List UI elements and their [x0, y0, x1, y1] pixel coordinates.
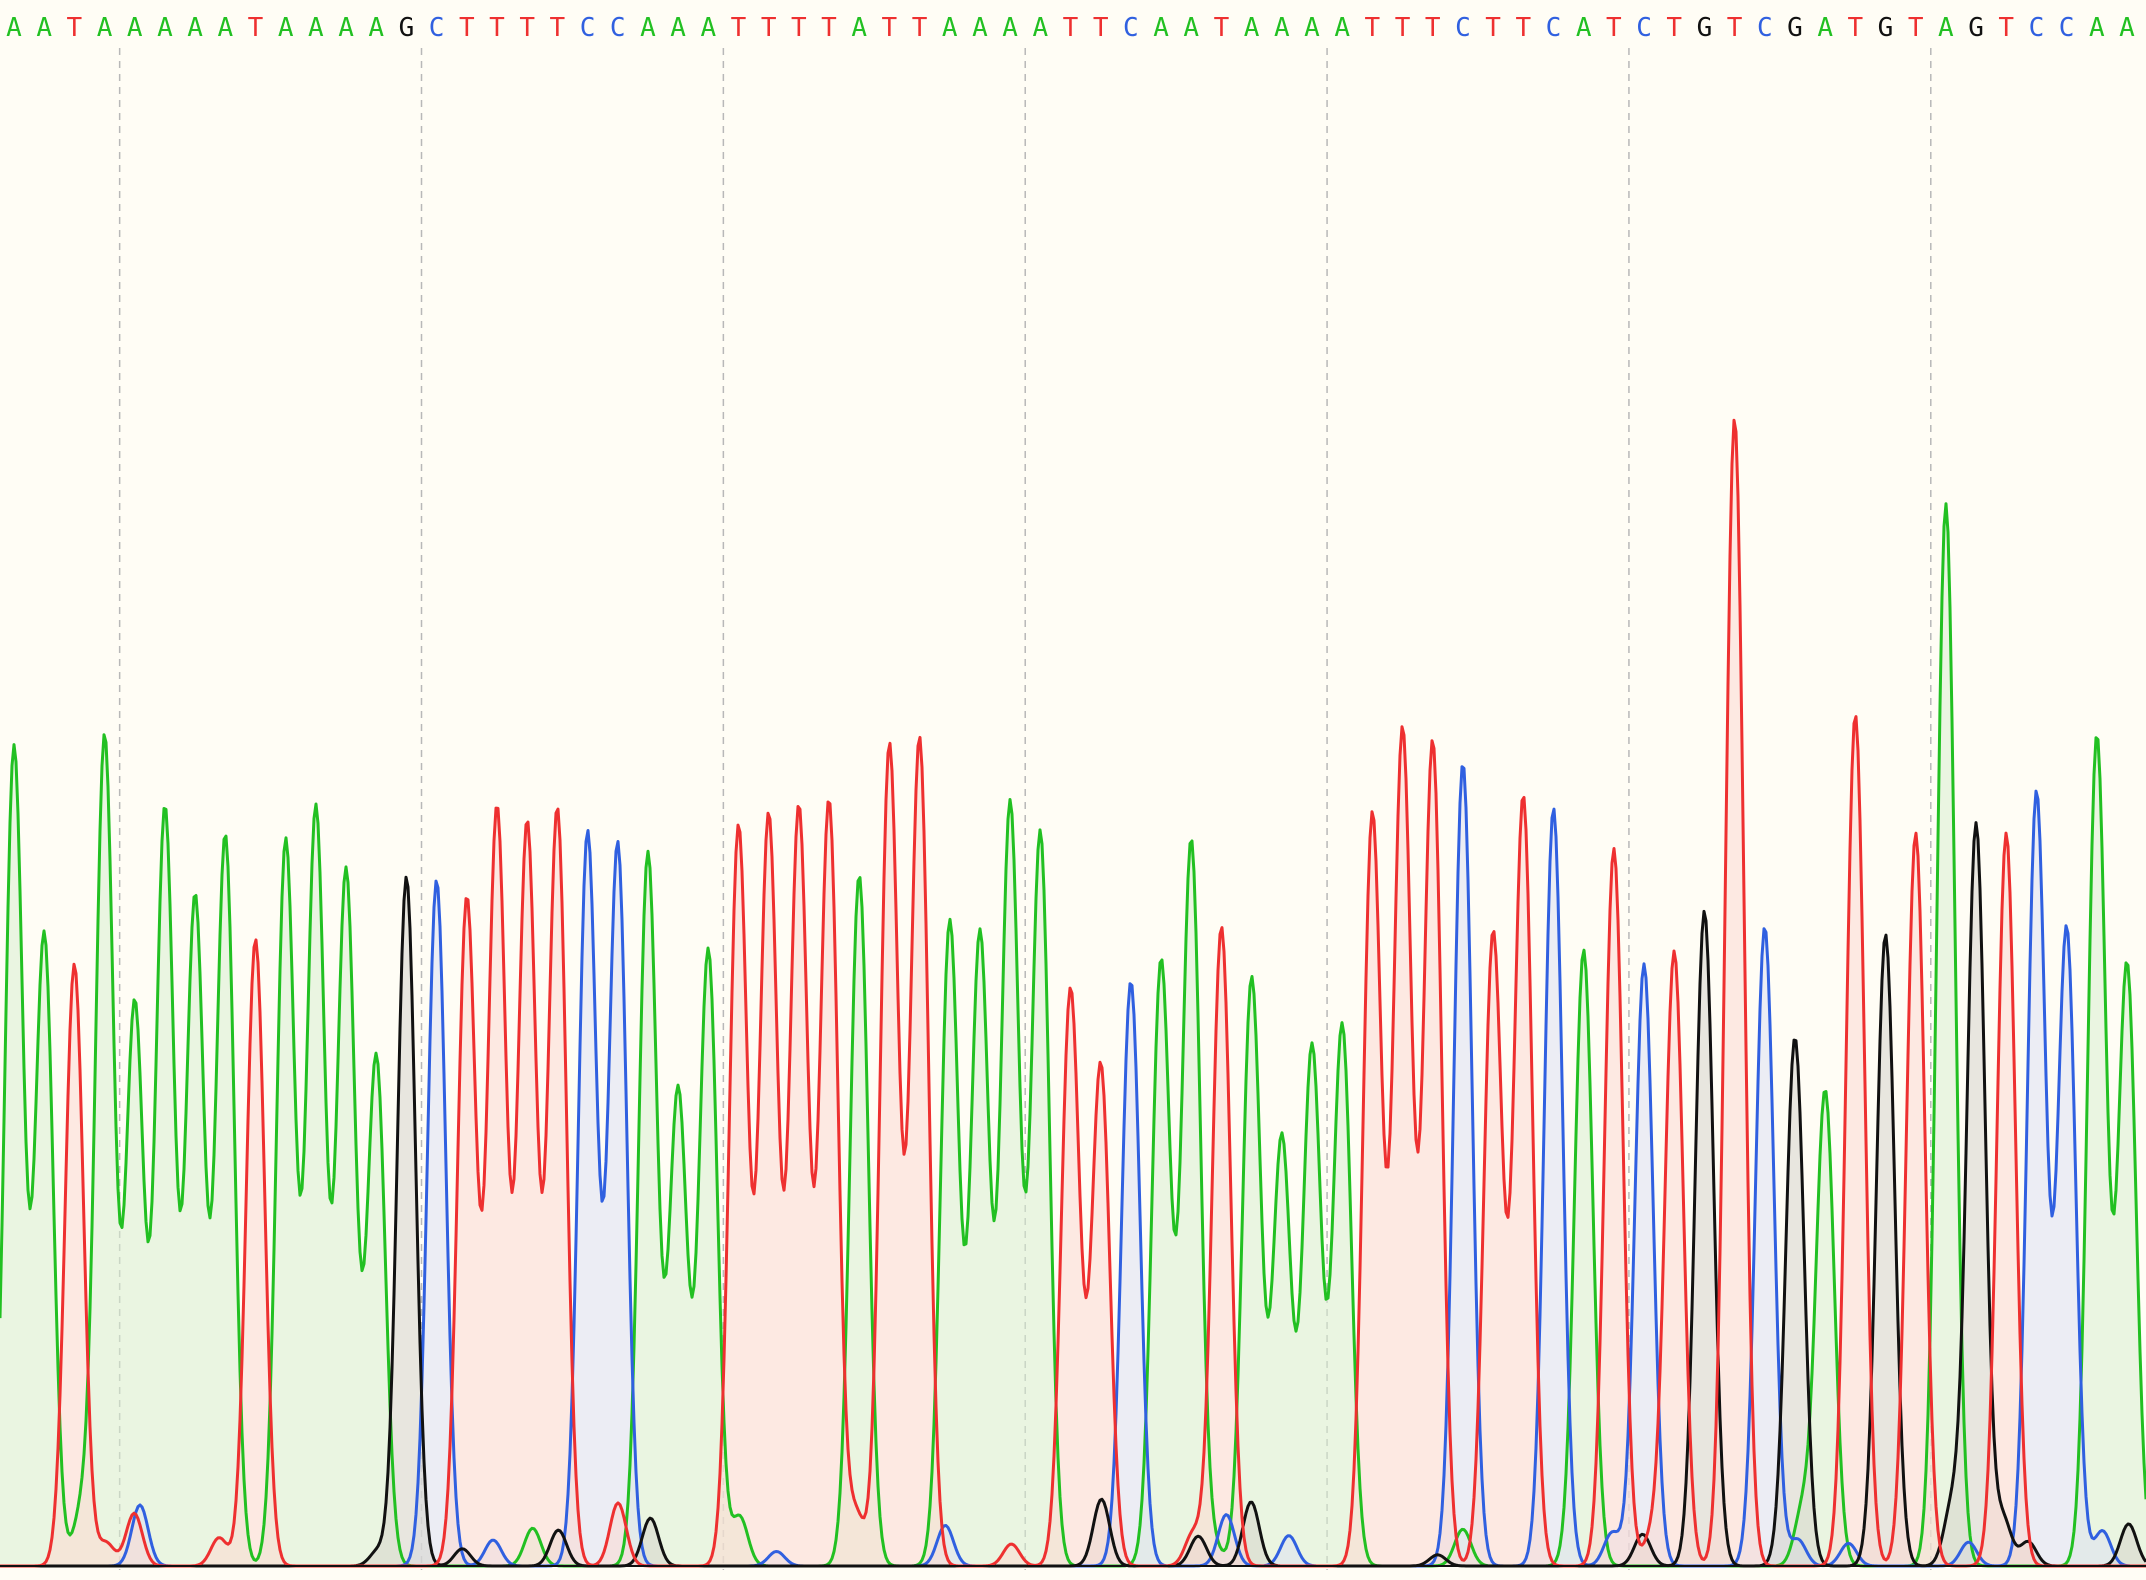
- base-call-C: C: [1455, 13, 1471, 43]
- base-call-A: A: [851, 13, 867, 43]
- base-call-T: T: [1365, 13, 1381, 43]
- base-call-T: T: [1998, 13, 2014, 43]
- base-call-C: C: [2029, 13, 2045, 43]
- base-call-A: A: [1153, 13, 1169, 43]
- base-call-T: T: [1395, 13, 1411, 43]
- base-call-G: G: [1787, 13, 1803, 43]
- base-call-A: A: [2119, 13, 2135, 43]
- base-call-T: T: [1063, 13, 1079, 43]
- base-call-C: C: [1123, 13, 1139, 43]
- base-call-C: C: [610, 13, 626, 43]
- base-call-A: A: [670, 13, 686, 43]
- base-call-A: A: [1244, 13, 1260, 43]
- base-call-T: T: [519, 13, 535, 43]
- base-call-T: T: [1848, 13, 1864, 43]
- trace-fill-C: [0, 766, 2146, 1566]
- base-call-C: C: [580, 13, 596, 43]
- base-call-T: T: [731, 13, 747, 43]
- base-call-T: T: [1515, 13, 1531, 43]
- base-call-C: C: [1636, 13, 1652, 43]
- base-call-A: A: [972, 13, 988, 43]
- base-call-A: A: [338, 13, 354, 43]
- base-call-A: A: [700, 13, 716, 43]
- base-call-T: T: [550, 13, 566, 43]
- base-call-A: A: [1002, 13, 1018, 43]
- base-call-A: A: [127, 13, 143, 43]
- base-call-T: T: [821, 13, 837, 43]
- base-call-T: T: [1908, 13, 1924, 43]
- base-call-C: C: [1546, 13, 1562, 43]
- base-call-T: T: [489, 13, 505, 43]
- base-call-A: A: [942, 13, 958, 43]
- base-call-G: G: [1697, 13, 1713, 43]
- base-call-T: T: [1666, 13, 1682, 43]
- base-call-C: C: [429, 13, 445, 43]
- base-call-T: T: [248, 13, 264, 43]
- peak-fills: [0, 420, 2146, 1567]
- base-call-A: A: [1032, 13, 1048, 43]
- base-call-A: A: [1304, 13, 1320, 43]
- base-call-G: G: [399, 13, 415, 43]
- base-call-A: A: [368, 13, 384, 43]
- base-call-A: A: [6, 13, 22, 43]
- base-call-G: G: [1878, 13, 1894, 43]
- base-call-A: A: [1274, 13, 1290, 43]
- base-call-T: T: [459, 13, 475, 43]
- base-call-A: A: [278, 13, 294, 43]
- trace-fill-T: [0, 420, 2146, 1567]
- base-call-A: A: [1576, 13, 1592, 43]
- base-call-A: A: [1938, 13, 1954, 43]
- base-call-T: T: [1606, 13, 1622, 43]
- gridlines: [118, 48, 1932, 1570]
- base-call-A: A: [1334, 13, 1350, 43]
- base-call-A: A: [640, 13, 656, 43]
- base-call-T: T: [1727, 13, 1743, 43]
- base-call-A: A: [308, 13, 324, 43]
- base-call-G: G: [1968, 13, 1984, 43]
- base-call-T: T: [1093, 13, 1109, 43]
- base-call-T: T: [761, 13, 777, 43]
- base-call-A: A: [36, 13, 52, 43]
- base-call-A: A: [1817, 13, 1833, 43]
- base-call-T: T: [791, 13, 807, 43]
- base-call-A: A: [217, 13, 233, 43]
- base-call-T: T: [1425, 13, 1441, 43]
- base-call-C: C: [1757, 13, 1773, 43]
- base-call-A: A: [97, 13, 113, 43]
- base-call-A: A: [2089, 13, 2105, 43]
- base-call-T: T: [882, 13, 898, 43]
- base-call-T: T: [1214, 13, 1230, 43]
- base-call-A: A: [157, 13, 173, 43]
- base-call-A: A: [187, 13, 203, 43]
- base-call-T: T: [1485, 13, 1501, 43]
- base-call-T: T: [67, 13, 83, 43]
- base-call-T: T: [912, 13, 928, 43]
- base-call-C: C: [2059, 13, 2075, 43]
- base-call-A: A: [1183, 13, 1199, 43]
